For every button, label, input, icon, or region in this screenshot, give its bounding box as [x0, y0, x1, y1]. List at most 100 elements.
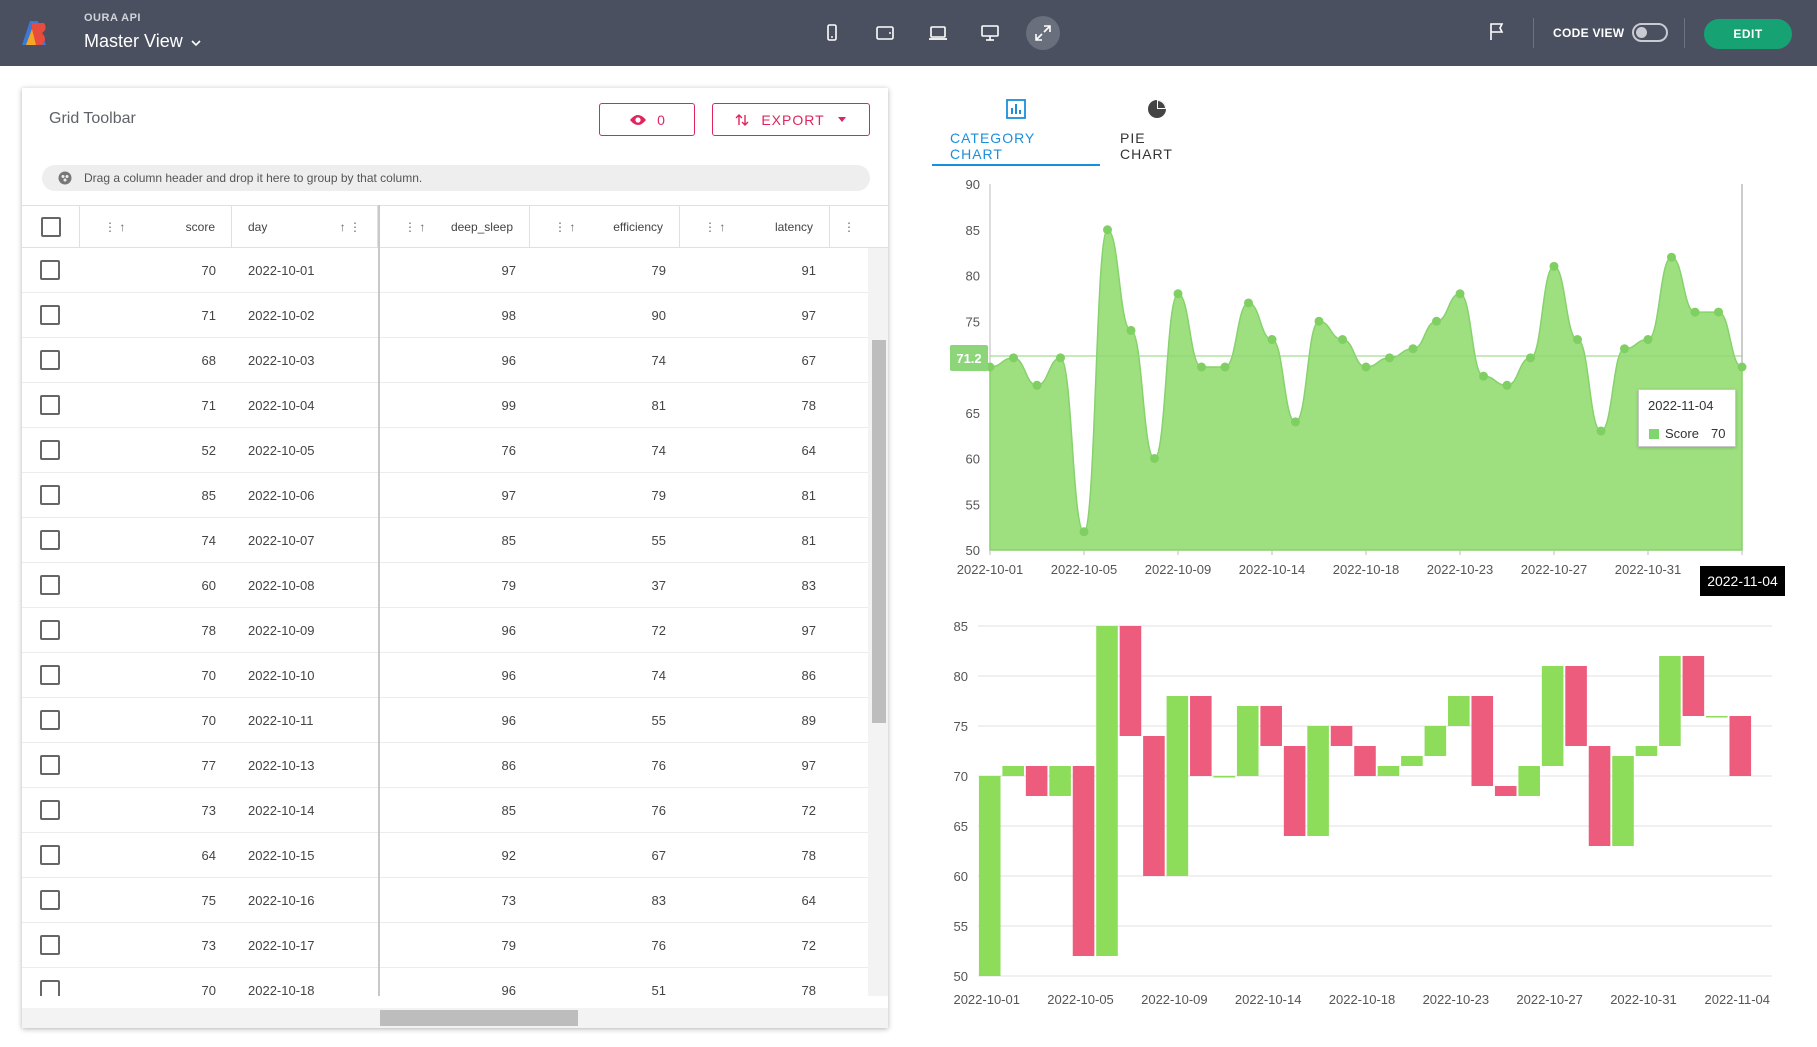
cell-deep-sleep[interactable]: 97: [501, 487, 516, 503]
cell-latency[interactable]: 64: [801, 892, 816, 908]
column-menu-icon[interactable]: ⋮ ↑: [404, 219, 426, 234]
horizontal-scrollbar[interactable]: [22, 1008, 888, 1028]
column-menu-icon[interactable]: ⋮: [843, 219, 855, 234]
cell-latency[interactable]: 97: [801, 757, 816, 773]
cell-day[interactable]: 2022-10-02: [248, 307, 315, 323]
code-view-toggle[interactable]: [1632, 23, 1668, 42]
cell-latency[interactable]: 72: [801, 802, 816, 818]
cell-deep-sleep[interactable]: 86: [501, 757, 516, 773]
phone-view-button[interactable]: [815, 16, 849, 50]
view-selector[interactable]: Master View: [84, 31, 201, 52]
cell-day[interactable]: 2022-10-09: [248, 622, 315, 638]
cell-day[interactable]: 2022-10-06: [248, 487, 315, 503]
cell-efficiency[interactable]: 51: [651, 982, 666, 997]
row-checkbox[interactable]: [40, 755, 60, 775]
cell-latency[interactable]: 97: [801, 307, 816, 323]
cell-deep-sleep[interactable]: 85: [501, 532, 516, 548]
table-row[interactable]: 73 2022-10-17 79 76 72: [22, 923, 868, 968]
hiding-button[interactable]: 0: [599, 103, 695, 136]
cell-efficiency[interactable]: 76: [651, 757, 666, 773]
cell-efficiency[interactable]: 74: [651, 442, 666, 458]
table-row[interactable]: 70 2022-10-10 96 74 86: [22, 653, 868, 698]
table-row[interactable]: 73 2022-10-14 85 76 72: [22, 788, 868, 833]
cell-latency[interactable]: 83: [801, 577, 816, 593]
waterfall-chart[interactable]: 50 55 60 65 70 75 80 85 2022-10-01 2022-10-05 2022…: [930, 608, 1800, 1013]
cell-day[interactable]: 2022-10-14: [248, 802, 315, 818]
scrollbar-thumb[interactable]: [380, 1010, 578, 1026]
row-checkbox[interactable]: [40, 260, 60, 280]
cell-score[interactable]: 68: [201, 352, 216, 368]
laptop-view-button[interactable]: [921, 16, 955, 50]
table-row[interactable]: 85 2022-10-06 97 79 81: [22, 473, 868, 518]
cell-score[interactable]: 75: [201, 892, 216, 908]
column-header-score[interactable]: ⋮ ↑ score: [80, 206, 232, 247]
cell-day[interactable]: 2022-10-18: [248, 982, 315, 997]
cell-latency[interactable]: 72: [801, 937, 816, 953]
column-menu-icon[interactable]: ⋮ ↑: [104, 219, 126, 234]
cell-deep-sleep[interactable]: 76: [501, 442, 516, 458]
table-row[interactable]: 52 2022-10-05 76 74 64: [22, 428, 868, 473]
cell-latency[interactable]: 81: [801, 487, 816, 503]
cell-efficiency[interactable]: 74: [651, 667, 666, 683]
cell-score[interactable]: 85: [201, 487, 216, 503]
row-checkbox[interactable]: [40, 485, 60, 505]
row-checkbox[interactable]: [40, 530, 60, 550]
cell-efficiency[interactable]: 76: [651, 937, 666, 953]
select-all-checkbox[interactable]: [40, 216, 61, 237]
cell-deep-sleep[interactable]: 97: [501, 262, 516, 278]
cell-deep-sleep[interactable]: 85: [501, 802, 516, 818]
cell-score[interactable]: 70: [201, 982, 216, 997]
cell-day[interactable]: 2022-10-04: [248, 397, 315, 413]
cell-latency[interactable]: 81: [801, 532, 816, 548]
cell-day[interactable]: 2022-10-15: [248, 847, 315, 863]
cell-deep-sleep[interactable]: 96: [501, 712, 516, 728]
tab-pie-chart[interactable]: PIE CHART: [1102, 98, 1212, 166]
row-checkbox[interactable]: [40, 305, 60, 325]
cell-latency[interactable]: 86: [801, 667, 816, 683]
cell-deep-sleep[interactable]: 79: [501, 937, 516, 953]
cell-deep-sleep[interactable]: 99: [501, 397, 516, 413]
cell-efficiency[interactable]: 55: [651, 712, 666, 728]
vertical-scrollbar[interactable]: [868, 248, 888, 996]
column-menu-icon[interactable]: ⋮ ↑: [554, 219, 576, 234]
cell-day[interactable]: 2022-10-08: [248, 577, 315, 593]
cell-efficiency[interactable]: 79: [651, 487, 666, 503]
cell-latency[interactable]: 78: [801, 847, 816, 863]
cell-day[interactable]: 2022-10-05: [248, 442, 315, 458]
column-menu-icon[interactable]: ⋮ ↑: [704, 219, 726, 234]
table-row[interactable]: 78 2022-10-09 96 72 97: [22, 608, 868, 653]
table-row[interactable]: 77 2022-10-13 86 76 97: [22, 743, 868, 788]
fullscreen-view-button[interactable]: [1026, 16, 1060, 50]
cell-deep-sleep[interactable]: 96: [501, 982, 516, 997]
cell-score[interactable]: 70: [201, 262, 216, 278]
table-row[interactable]: 60 2022-10-08 79 37 83: [22, 563, 868, 608]
column-header-latency[interactable]: ⋮ ↑ latency: [680, 206, 830, 247]
cell-score[interactable]: 73: [201, 937, 216, 953]
row-checkbox[interactable]: [40, 980, 60, 996]
column-header-deep-sleep[interactable]: ⋮ ↑ deep_sleep: [380, 206, 530, 247]
row-checkbox[interactable]: [40, 350, 60, 370]
column-header-extra[interactable]: ⋮: [830, 206, 868, 247]
cell-deep-sleep[interactable]: 73: [501, 892, 516, 908]
cell-latency[interactable]: 89: [801, 712, 816, 728]
cell-day[interactable]: 2022-10-10: [248, 667, 315, 683]
cell-score[interactable]: 77: [201, 757, 216, 773]
category-chart[interactable]: 50 55 60 65 75 80 85 90 2022-10-01 2022-10-05 2022…: [930, 170, 1790, 600]
row-checkbox[interactable]: [40, 665, 60, 685]
cell-score[interactable]: 60: [201, 577, 216, 593]
table-row[interactable]: 70 2022-10-01 97 79 91: [22, 248, 868, 293]
group-by-area[interactable]: Drag a column header and drop it here to…: [42, 165, 870, 191]
column-header-efficiency[interactable]: ⋮ ↑ efficiency: [530, 206, 680, 247]
cell-efficiency[interactable]: 79: [651, 262, 666, 278]
cell-latency[interactable]: 97: [801, 622, 816, 638]
row-checkbox[interactable]: [40, 890, 60, 910]
cell-efficiency[interactable]: 67: [651, 847, 666, 863]
scrollbar-thumb[interactable]: [872, 340, 886, 723]
cell-efficiency[interactable]: 37: [651, 577, 666, 593]
cell-deep-sleep[interactable]: 79: [501, 577, 516, 593]
tablet-view-button[interactable]: [868, 16, 902, 50]
row-checkbox[interactable]: [40, 800, 60, 820]
cell-day[interactable]: 2022-10-03: [248, 352, 315, 368]
row-checkbox[interactable]: [40, 845, 60, 865]
cell-deep-sleep[interactable]: 92: [501, 847, 516, 863]
